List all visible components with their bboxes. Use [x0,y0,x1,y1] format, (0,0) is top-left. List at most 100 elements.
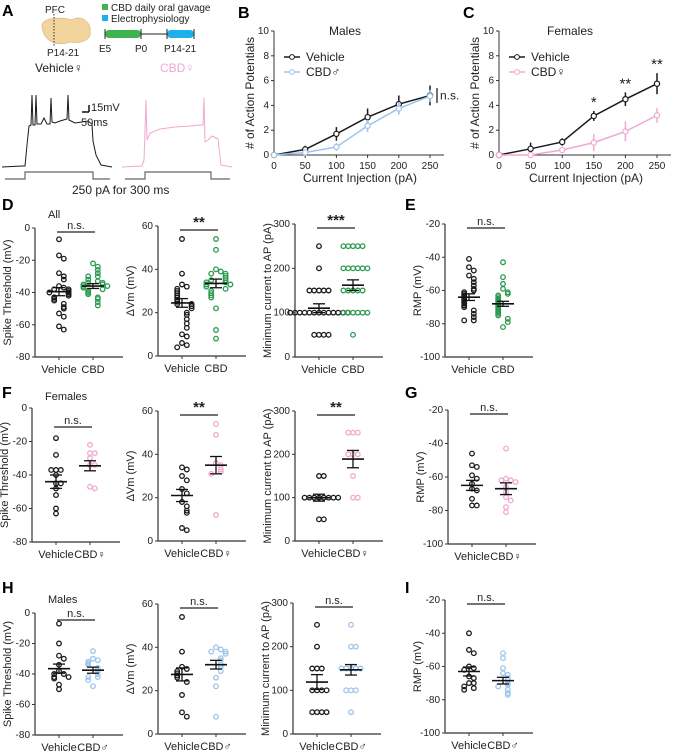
data-point [183,333,190,340]
data-point [350,331,356,338]
y-tick-label: 60 [142,599,154,610]
y-tick-label: 8 [488,51,494,62]
x-tick-label: CBD♀ [74,549,105,561]
data-point [354,451,361,458]
sig-label: n.s. [67,220,85,232]
data-point [345,243,352,250]
data-point [85,674,92,680]
data-point [325,287,332,294]
data-point [217,646,224,653]
stim-step-cbd [125,171,230,180]
data-point [222,648,229,655]
data-point [60,255,67,262]
data-point [85,273,92,280]
chart-title: Females [547,24,593,38]
y-tick-label: -20 [426,219,441,230]
data-point [179,709,185,716]
data-point [183,309,190,316]
x-tick-label: CBD♂ [77,742,108,754]
data-point [466,680,472,687]
y-tick-label: -80 [429,506,444,517]
y-tick-label: -20 [16,255,31,266]
data-point [270,151,278,159]
stim-step-vehicle [5,171,110,180]
data-point [296,309,303,316]
data-point [56,323,62,330]
data-point [60,655,67,662]
panel-letter: B [238,5,250,22]
data-point [99,286,106,293]
data-point [179,236,185,242]
y-tick-label: -60 [429,472,444,483]
x-tick-label: Vehicle [164,741,199,753]
data-point [179,340,185,346]
data-point [56,640,62,647]
data-point [348,643,354,650]
data-point [500,259,506,266]
data-point [653,80,661,87]
y-tick-label: -80 [16,730,31,741]
data-point [323,687,330,694]
timeline-p0: P0 [135,44,148,55]
data-point [183,342,190,349]
x-tick-label: CBD [341,364,364,376]
data-point [340,243,347,250]
x-tick-label: 0 [271,161,277,172]
data-point [364,113,371,121]
chart-f2: 0 20 40 60 ΔVm (mV) Vehicle CBD♀ ** [125,399,246,560]
data-point [53,510,59,517]
y-axis-label: Spike Threshold (mV) [2,239,14,345]
y-axis-label: ΔVm (mV) [125,451,137,502]
chart-h2: 0 20 40 60 ΔVm (mV) Vehicle CBD♂ n.s. [125,596,246,753]
timeline-gavage-bar [105,30,141,38]
data-point [316,265,322,272]
data-point [60,671,67,677]
data-point [470,307,477,314]
x-tick-label: Vehicle [454,551,489,563]
data-point [213,512,219,518]
x-tick-label: Vehicle [451,364,486,376]
y-tick-label: 6 [488,76,494,87]
y-tick-label: -40 [429,439,444,450]
timeline-e5: E5 [99,44,112,55]
data-point [188,305,195,312]
y-tick-label: -40 [426,252,441,263]
data-point [85,677,92,684]
y-tick-label: 0 [24,608,30,619]
sig-label: *** [327,212,345,229]
y-tick-label: 60 [142,406,154,417]
y-tick-label: -60 [16,700,31,711]
series-line [273,95,431,156]
data-point [340,265,347,272]
y-tick-label: -80 [13,537,28,548]
data-point [208,294,215,301]
data-point [343,687,350,694]
data-point [94,273,101,280]
data-point [359,243,366,250]
y-tick-label: -100 [423,539,443,550]
trace-cbd-label: CBD♀ [160,61,194,75]
legend-ephys-label: Electrophysiology [111,14,189,25]
y-tick-label: -20 [16,639,31,650]
y-tick-label: -20 [13,437,28,448]
timeline-p14: P14-21 [164,44,197,55]
y-tick-label: 40 [142,642,154,653]
x-tick-label: CBD♀ [200,548,231,560]
data-point [350,243,356,250]
data-point [325,331,332,338]
data-point [559,138,566,146]
y-tick-label: 10 [483,26,495,37]
data-point [91,462,98,468]
data-point [354,494,361,501]
data-point [94,266,101,273]
sig-label: ** [620,75,632,92]
data-point [90,648,96,655]
data-point [466,255,472,262]
data-point [179,331,185,338]
data-point [345,429,352,436]
data-point [320,516,327,523]
